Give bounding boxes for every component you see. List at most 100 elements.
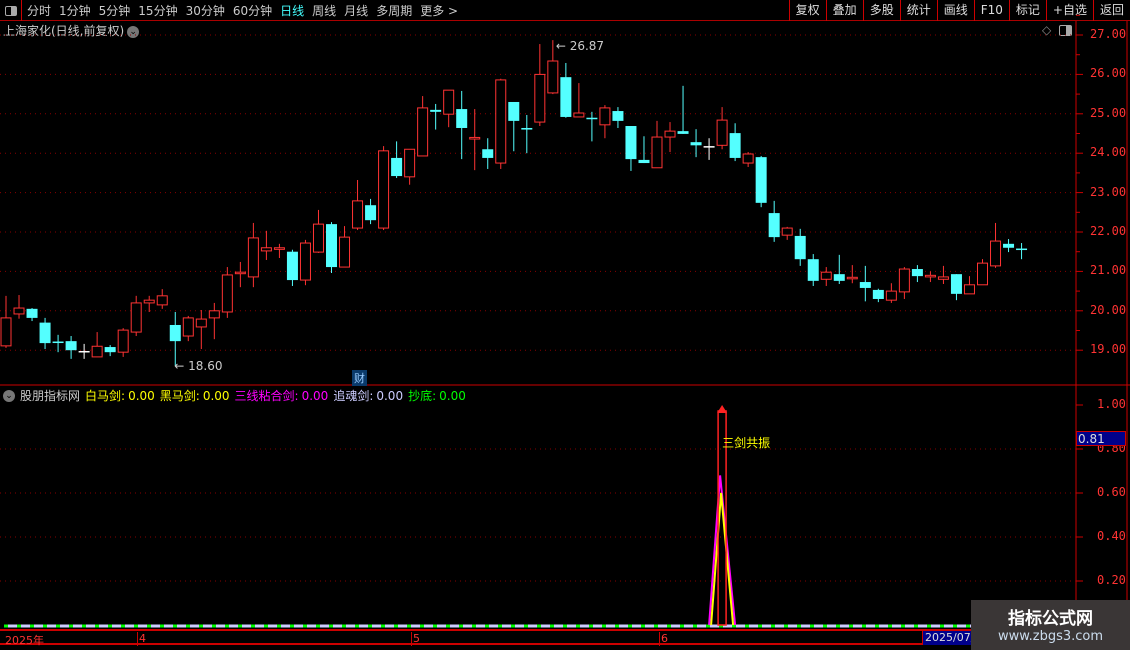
period-tab[interactable]: 周线 (312, 4, 337, 18)
candle-body-up (182, 317, 194, 337)
candle-body-up (404, 148, 416, 178)
candle-body-down (26, 308, 38, 318)
diamond-icon[interactable]: ◇ (1042, 23, 1052, 37)
toolbar-button[interactable]: 统计 (899, 0, 937, 21)
price-axis-label: 26.00 (1090, 66, 1127, 81)
toolbar-button[interactable]: 复权 (788, 0, 826, 21)
price-axis-label: 25.00 (1090, 105, 1127, 120)
toolbar-button[interactable]: 多股 (862, 0, 900, 21)
date-label: 4 (137, 632, 146, 646)
indicator-value: 0.00 (202, 389, 230, 403)
period-tab[interactable]: 多周期 (376, 4, 413, 18)
toolbar-button[interactable]: +自选 (1045, 0, 1093, 21)
period-tab[interactable]: 日线 (280, 4, 305, 18)
candle-body-down (508, 101, 520, 121)
candle-body-down (755, 157, 767, 203)
stock-title[interactable]: 上海家化(日线,前复权) ⌄ (3, 22, 140, 39)
candle-body-down (65, 341, 77, 351)
candle-body-up (742, 153, 754, 164)
candle-body-up (846, 276, 858, 280)
toolbar-button[interactable]: 标记 (1008, 0, 1046, 21)
indicator-axis-label: 0.60 (1097, 485, 1126, 499)
indicator-label: 抄底: (408, 389, 437, 403)
candle-body-up (651, 136, 663, 169)
indicator-value: 0.00 (128, 389, 155, 403)
toolbar-button[interactable]: 画线 (936, 0, 974, 21)
date-label: 2025年 (5, 634, 44, 647)
high-price-marker: ← 26.87 (556, 39, 604, 53)
candle-body-up (898, 268, 910, 293)
candle-body-up (495, 79, 507, 164)
indicator-axis-label: 0.40 (1097, 529, 1126, 543)
indicator-label: 三线粘合剑: (234, 389, 299, 403)
candle-body-down (950, 274, 962, 294)
indicator-value: 0.00 (376, 389, 404, 403)
candle-body-up (417, 107, 429, 157)
toolbar-buttons: 复权 叠加 多股 统计 画线 F10 标记 +自选 返回 (788, 0, 1130, 21)
toolbar-button[interactable]: 返回 (1092, 0, 1130, 21)
candle-body-up (885, 290, 897, 301)
candle-body-up (0, 317, 12, 347)
candle-body-flat (703, 146, 715, 148)
price-axis-label: 19.00 (1090, 342, 1127, 357)
period-tab[interactable]: 更多 > (420, 4, 459, 18)
indicator-name[interactable]: 股朋指标网 (20, 389, 81, 403)
candle-body-down (729, 133, 741, 158)
candle-body-down (1003, 243, 1015, 248)
indicator-item: 抄底: 0.00 (408, 387, 466, 404)
sidebar-toggle-button[interactable] (0, 0, 22, 21)
finance-badge[interactable]: 财 (352, 370, 367, 386)
candle-body-up (143, 299, 155, 304)
candle-body-up (469, 136, 481, 140)
candle-body-down (430, 109, 442, 112)
stock-title-text: 上海家化(日线,前复权) (3, 24, 125, 38)
period-tab[interactable]: 60分钟 (232, 4, 273, 18)
indicator-legend: ⌄ 股朋指标网 白马剑: 0.00 黑马剑: 0.00 三线粘合剑: 0.00 追魂剑: 0.… (3, 387, 466, 404)
candle-body-down (768, 213, 780, 238)
candle-body-up (195, 318, 207, 328)
candle-body-down (521, 127, 533, 130)
candle-body-down (391, 157, 403, 177)
indicator-value: 0.00 (439, 389, 466, 403)
price-axis-label: 20.00 (1090, 302, 1127, 317)
line-sanxian (708, 475, 737, 626)
indicator-item: 追魂剑: 0.00 (333, 387, 403, 404)
period-tab[interactable]: 分时 (27, 4, 52, 18)
candle-body-up (378, 150, 390, 229)
candle-body-down (365, 205, 377, 221)
period-tabs: 分时 1分钟 5分钟 15分钟 30分钟 60分钟 日线 周线 月线 多周期 更多 > (27, 2, 458, 19)
candle-body-down (612, 111, 624, 121)
date-label: 6 (659, 632, 668, 646)
candle-body-up (963, 284, 975, 295)
period-tab[interactable]: 1分钟 (59, 4, 91, 18)
watermark-title: 指标公式网 (1008, 609, 1093, 629)
price-axis-label: 22.00 (1090, 224, 1127, 238)
candle-body-up (299, 242, 311, 281)
period-tab[interactable]: 30分钟 (185, 4, 225, 18)
candle-body-up (117, 329, 129, 353)
candle-body-down (677, 131, 689, 134)
chevron-down-icon[interactable]: ⌄ (3, 389, 15, 402)
period-tab[interactable]: 5分钟 (98, 4, 131, 18)
resonance-arrow-icon (717, 405, 728, 413)
price-axis-label: 27.00 (1090, 27, 1127, 41)
toolbar-button[interactable]: 叠加 (825, 0, 863, 21)
candle-body-up (599, 107, 611, 126)
period-tab[interactable]: 月线 (344, 4, 369, 18)
candle-body-up (716, 119, 728, 146)
indicator-item: 三线粘合剑: 0.00 (235, 387, 329, 404)
candle-body-up (937, 276, 949, 280)
candle-body-down (638, 159, 650, 164)
candle-body-down (625, 126, 637, 160)
period-tab[interactable]: 15分钟 (138, 4, 178, 18)
candle-body-up (781, 227, 793, 236)
candle-body-up (221, 274, 233, 313)
candle-body-down (794, 235, 806, 260)
candle-body-up (130, 302, 142, 333)
toolbar-button[interactable]: F10 (973, 0, 1009, 21)
indicator-current-value: 0.81 (1076, 431, 1126, 446)
line-baima (710, 492, 735, 626)
candle-body-down (872, 289, 884, 299)
candle-body-up (339, 236, 351, 268)
